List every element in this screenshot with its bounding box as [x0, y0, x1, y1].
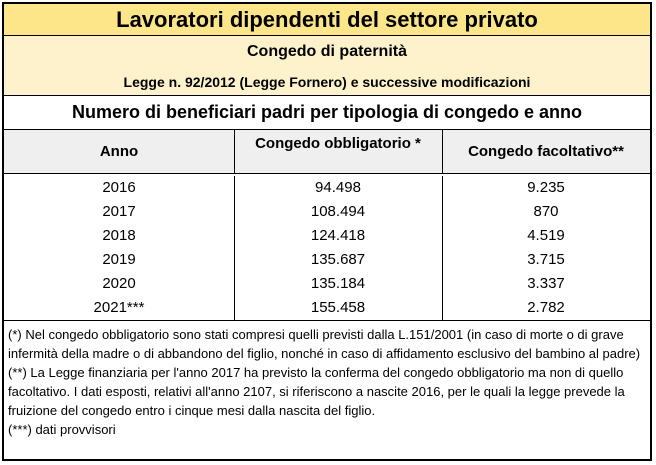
cell-obbligatorio: 124.418: [310, 227, 366, 244]
cell-facoltativo: 3.337: [527, 275, 565, 292]
cell-obbligatorio: 135.184: [310, 275, 366, 292]
column-divider: [442, 176, 443, 320]
column-header-obbligatorio: Congedo obbligatorio *: [255, 135, 421, 152]
cell-facoltativo: 3.715: [527, 251, 565, 268]
table-heading-band: Numero di beneficiari padri per tipologi…: [4, 96, 650, 130]
column-divider: [234, 176, 235, 320]
header-divider: [234, 130, 235, 174]
cell-anno: 2017: [102, 203, 136, 220]
table-frame: Lavoratori dipendenti del settore privat…: [2, 2, 652, 461]
cell-obbligatorio: 94.498: [315, 179, 361, 196]
footnotes: (*) Nel congedo obbligatorio sono stati …: [8, 325, 648, 439]
table-row: 2021*** 155.458 2.782: [4, 296, 650, 319]
page-subtitle: Congedo di paternità: [247, 43, 407, 60]
table-row: 2019 135.687 3.715: [4, 248, 650, 271]
table-row: 2018 124.418 4.519: [4, 224, 650, 247]
subtitle-band: Congedo di paternità: [4, 36, 650, 68]
title-band: Lavoratori dipendenti del settore privat…: [4, 4, 650, 36]
cell-obbligatorio: 135.687: [310, 251, 366, 268]
footnote: (*) Nel congedo obbligatorio sono stati …: [8, 327, 641, 361]
cell-obbligatorio: 108.494: [310, 203, 366, 220]
cell-facoltativo: 4.519: [527, 227, 565, 244]
cell-obbligatorio: 155.458: [310, 299, 366, 316]
column-header-facoltativo: Congedo facoltativo**: [468, 142, 624, 160]
table-row: 2017 108.494 870: [4, 200, 650, 223]
cell-anno: 2020: [102, 275, 136, 292]
law-reference: Legge n. 92/2012 (Legge Fornero) e succe…: [123, 73, 531, 90]
header-divider: [442, 130, 443, 174]
table-row: 2016 94.498 9.235: [4, 176, 650, 199]
cell-facoltativo: 870: [533, 203, 559, 220]
footnote: (***) dati provvisori: [8, 422, 116, 437]
cell-facoltativo: 9.235: [527, 179, 565, 196]
table-bottom-rule: [4, 320, 650, 321]
cell-anno: 2018: [102, 227, 136, 244]
cell-facoltativo: 2.782: [527, 299, 565, 316]
law-band: Legge n. 92/2012 (Legge Fornero) e succe…: [4, 68, 650, 96]
page-title: Lavoratori dipendenti del settore privat…: [116, 6, 538, 32]
cell-anno: 2019: [102, 251, 136, 268]
table-header-row: Anno Congedo obbligatorio * Congedo faco…: [4, 130, 650, 174]
cell-anno: 2016: [102, 179, 136, 196]
table-heading: Numero di beneficiari padri per tipologi…: [71, 102, 583, 122]
cell-anno: 2021***: [93, 299, 145, 316]
column-header-anno: Anno: [99, 142, 139, 160]
footnote: (**) La Legge finanziaria per l'anno 201…: [8, 365, 625, 418]
table-row: 2020 135.184 3.337: [4, 272, 650, 295]
